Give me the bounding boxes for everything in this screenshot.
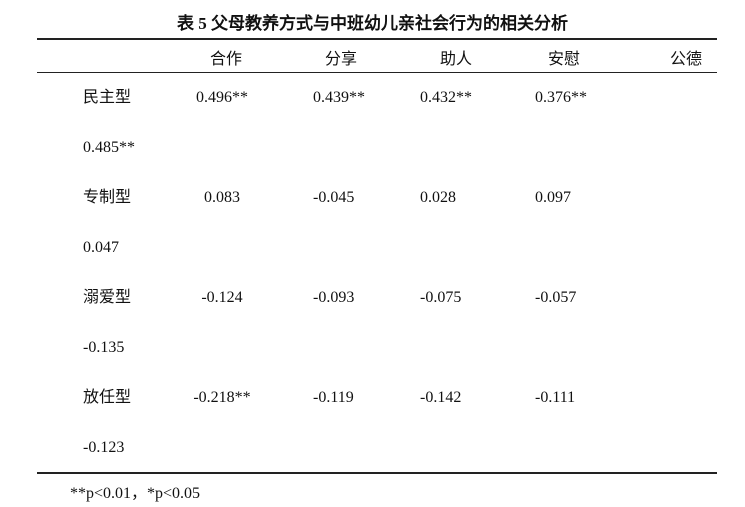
- cell: -0.142: [420, 389, 462, 406]
- cell: 0.439**: [313, 89, 365, 106]
- header-rule: [37, 72, 717, 73]
- column-header: 安慰: [548, 51, 581, 68]
- cell: 0.496**: [196, 89, 248, 106]
- row-label: 放任型: [83, 389, 132, 406]
- cell: -0.218**: [193, 389, 251, 406]
- row-label: 溺爱型: [83, 289, 132, 306]
- cell: -0.111: [535, 389, 576, 406]
- column-header: 合作: [210, 51, 243, 68]
- row-label: 专制型: [83, 189, 132, 206]
- cell: 0.097: [535, 189, 571, 206]
- cell: -0.123: [83, 439, 125, 456]
- cell: -0.119: [313, 389, 354, 406]
- cell: 0.485**: [83, 139, 135, 156]
- cell: -0.093: [313, 289, 355, 306]
- column-header: 公德: [670, 51, 703, 68]
- cell: 0.083: [204, 189, 240, 206]
- cell: -0.057: [535, 289, 577, 306]
- cell: -0.075: [420, 289, 462, 306]
- top-rule: [37, 38, 717, 40]
- cell: 0.432**: [420, 89, 472, 106]
- cell: 0.028: [420, 189, 456, 206]
- column-header: 分享: [325, 51, 358, 68]
- cell: 0.376**: [535, 89, 587, 106]
- row-label: 民主型: [83, 89, 132, 106]
- cell: 0.047: [83, 239, 119, 256]
- cell: -0.045: [313, 189, 355, 206]
- column-header: 助人: [440, 51, 473, 68]
- bottom-rule: [37, 472, 717, 474]
- cell: -0.135: [83, 339, 125, 356]
- title: 表 5 父母教养方式与中班幼儿亲社会行为的相关分析: [177, 14, 568, 33]
- footnote: **p<0.01，*p<0.05: [70, 485, 201, 502]
- cell: -0.124: [201, 289, 243, 306]
